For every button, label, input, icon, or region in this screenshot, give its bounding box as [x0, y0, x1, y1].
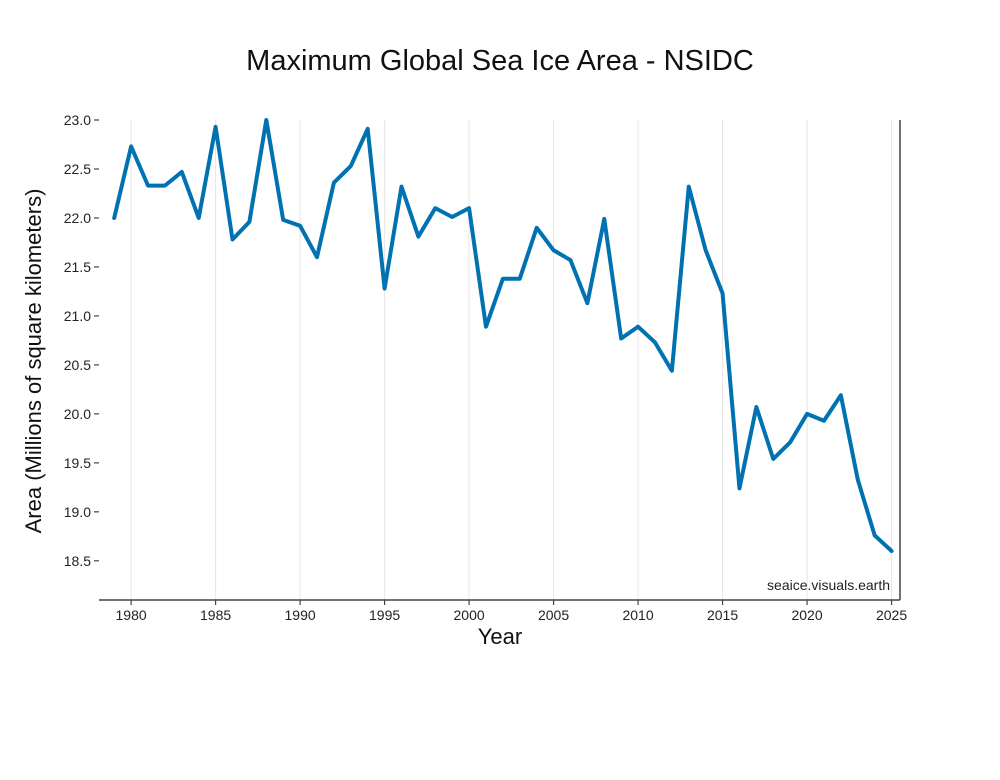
y-tick-label: 23.0 — [64, 112, 91, 128]
x-tick-label: 2010 — [622, 607, 653, 623]
x-tick-label: 2005 — [538, 607, 569, 623]
source-watermark: seaice.visuals.earth — [767, 577, 890, 593]
x-tick-label: 1995 — [369, 607, 400, 623]
x-tick-label: 1985 — [200, 607, 231, 623]
y-tick-label: 20.5 — [64, 357, 91, 373]
x-tick-label: 2015 — [707, 607, 738, 623]
series-layer: 1979: 221980: 22.731981: 22.331982: 22.3… — [112, 118, 894, 554]
y-tick-label: 18.5 — [64, 553, 91, 569]
y-tick-label: 19.0 — [64, 504, 91, 520]
x-tick-label: 1980 — [116, 607, 147, 623]
y-tick-label: 22.5 — [64, 161, 91, 177]
y-tick-label: 21.5 — [64, 259, 91, 275]
x-tick-label: 2000 — [454, 607, 485, 623]
axes: 1980 1985 1990 1995 2000 2005 2010 2015 2020 2025… — [64, 112, 908, 623]
y-tick-label: 22.0 — [64, 210, 91, 226]
series-line — [112, 118, 894, 554]
y-tick-label: 20.0 — [64, 406, 91, 422]
gridlines — [130, 120, 893, 600]
x-tick-label: 2025 — [876, 607, 907, 623]
x-tick-label: 2020 — [791, 607, 822, 623]
x-axis-title: Year — [478, 624, 522, 649]
chart-title: Maximum Global Sea Ice Area - NSIDC — [246, 45, 754, 77]
y-tick-label: 21.0 — [64, 308, 91, 324]
x-tick-label: 1990 — [285, 607, 316, 623]
y-tick-label: 19.5 — [64, 455, 91, 471]
y-axis-title: Area (Millions of square kilometers) — [21, 189, 46, 534]
